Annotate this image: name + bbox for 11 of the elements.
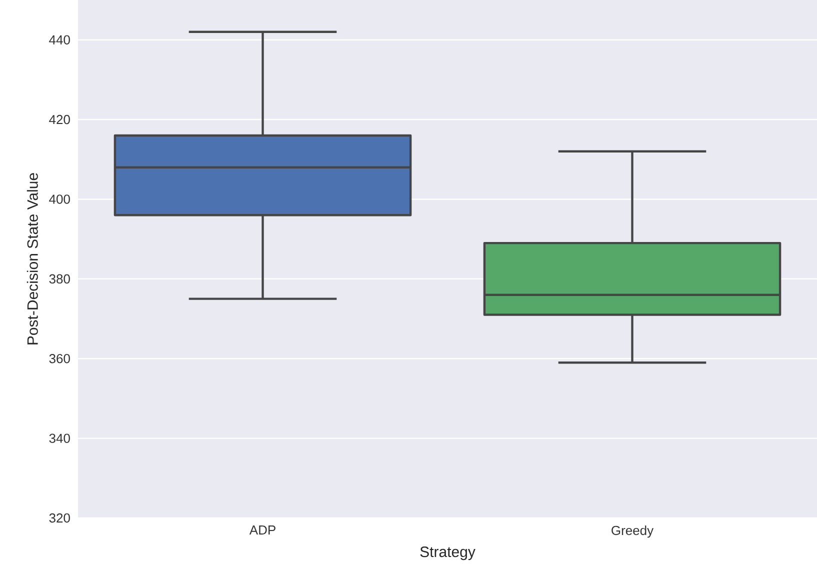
y-tick-label: 400 xyxy=(49,194,70,204)
y-tick-label: 380 xyxy=(49,274,70,284)
y-tick-label: 320 xyxy=(49,513,70,523)
y-tick-label: 360 xyxy=(49,354,70,364)
y-tick-label: 420 xyxy=(49,114,70,124)
x-tick-label: ADP xyxy=(249,526,276,534)
y-axis-title: Post-Decision State Value xyxy=(26,173,38,344)
y-tick-label: 340 xyxy=(49,434,70,443)
x-axis-title: Strategy xyxy=(420,546,476,560)
x-tick-label: Greedy xyxy=(612,526,654,538)
y-tick-label: 440 xyxy=(49,35,70,44)
